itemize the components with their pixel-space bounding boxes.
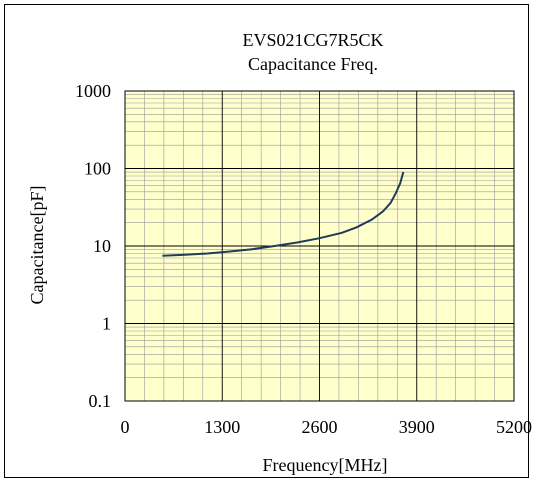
y-tick-label: 1 (102, 314, 111, 334)
plot-border (124, 90, 515, 402)
x-tick-label: 1300 (204, 417, 240, 437)
y-tick-label: 10 (93, 236, 111, 256)
y-axis-label: Capacitance[pF] (27, 186, 47, 305)
chart-subtitle: Capacitance Freq. (248, 54, 378, 74)
x-tick-labels: 0 1300 2600 3900 5200 (121, 417, 533, 437)
y-tick-label: 100 (84, 159, 111, 179)
series-line (162, 171, 405, 257)
x-tick-label: 5200 (496, 417, 532, 437)
x-tick-label: 2600 (302, 417, 338, 437)
x-tick-label: 0 (121, 417, 130, 437)
x-tick-label: 3900 (399, 417, 435, 437)
y-tick-label: 1000 (75, 81, 111, 101)
y-tick-labels: 0.1 1 10 100 1000 (75, 81, 111, 411)
y-tick-label: 0.1 (89, 391, 112, 411)
chart-title: EVS021CG7R5CK (242, 30, 383, 50)
x-axis-label: Frequency[MHz] (263, 455, 388, 475)
